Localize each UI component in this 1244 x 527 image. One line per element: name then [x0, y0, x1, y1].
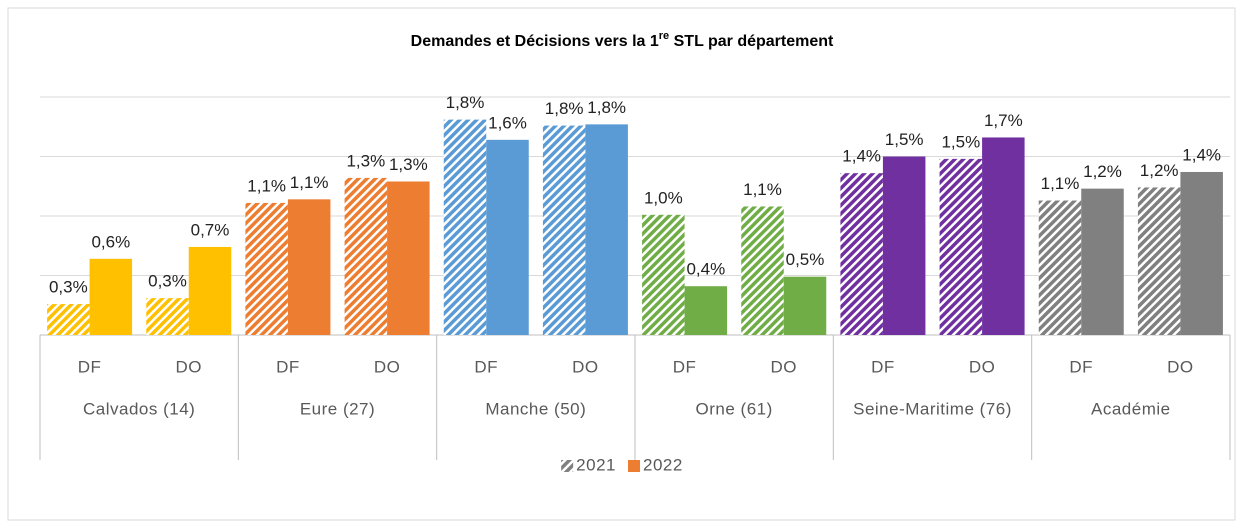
x-tick-label: DF	[276, 357, 300, 376]
legend-label: 2021	[576, 455, 616, 474]
group-label: Académie	[1091, 399, 1171, 418]
data-label: 1,5%	[885, 130, 924, 149]
data-label: 0,4%	[686, 260, 725, 279]
bar	[783, 276, 827, 335]
data-label: 1,6%	[488, 113, 527, 132]
data-label: 1,2%	[1140, 161, 1179, 180]
data-label: 0,7%	[191, 220, 230, 239]
bar	[245, 202, 288, 335]
group-label: Eure (27)	[300, 399, 375, 418]
data-label: 1,3%	[346, 151, 385, 170]
data-label: 1,1%	[743, 180, 782, 199]
bar	[1180, 171, 1223, 335]
bar	[1137, 187, 1181, 335]
legend-swatch	[561, 460, 574, 472]
group-label: Manche (50)	[485, 399, 586, 418]
title-superscript: re	[659, 30, 669, 42]
data-label: 1,0%	[644, 188, 683, 207]
x-tick-label: DF	[673, 357, 697, 376]
data-label: 1,2%	[1083, 162, 1122, 181]
bar	[542, 125, 586, 335]
data-label: 1,4%	[842, 147, 881, 166]
chart-title: Demandes et Décisions vers la 1re STL pa…	[411, 30, 834, 50]
x-tick-label: DF	[871, 357, 895, 376]
bar	[1038, 200, 1082, 335]
bar	[344, 177, 388, 335]
legend: 2021 2022	[561, 455, 683, 474]
bar	[146, 298, 189, 335]
x-tick-label: DO	[771, 357, 798, 376]
x-tick-label: DO	[969, 357, 996, 376]
bar	[387, 181, 430, 335]
bar	[684, 286, 728, 335]
bar	[1081, 188, 1124, 335]
data-label: 0,6%	[91, 232, 130, 251]
data-label: 1,7%	[984, 111, 1023, 130]
data-label: 1,4%	[1182, 145, 1221, 164]
title-part: STL par département	[669, 33, 834, 50]
bar	[89, 258, 133, 335]
x-tick-label: DO	[1167, 357, 1194, 376]
x-tick-label: DF	[1069, 357, 1093, 376]
data-label: 1,1%	[247, 176, 286, 195]
bar	[443, 119, 487, 335]
legend-swatch	[628, 460, 640, 472]
bar	[982, 137, 1025, 335]
data-label: 0,5%	[786, 250, 825, 269]
data-label: 1,8%	[545, 99, 584, 118]
group-label: Seine-Maritime (76)	[853, 399, 1012, 418]
x-tick-label: DF	[78, 357, 102, 376]
group-label: Orne (61)	[696, 399, 773, 418]
data-label: 1,1%	[1041, 174, 1080, 193]
bar	[840, 173, 883, 335]
legend-label: 2022	[643, 455, 683, 474]
data-label: 0,3%	[49, 278, 88, 297]
bar	[642, 214, 685, 335]
x-tick-label: DF	[474, 357, 498, 376]
bar	[486, 139, 529, 335]
data-label: 0,3%	[148, 272, 187, 291]
data-label: 1,3%	[389, 155, 428, 174]
data-label: 1,1%	[290, 173, 329, 192]
bar	[188, 246, 232, 335]
group-label: Calvados (14)	[83, 399, 195, 418]
data-label: 1,8%	[587, 98, 626, 117]
data-label: 1,5%	[941, 132, 980, 151]
bar	[882, 156, 926, 335]
bar	[585, 124, 628, 336]
bar	[287, 199, 331, 335]
bar	[741, 206, 784, 335]
title-part: Demandes et Décisions vers la 1	[411, 33, 659, 50]
x-tick-label: DO	[176, 357, 203, 376]
data-label: 1,8%	[446, 93, 485, 112]
bar	[47, 304, 90, 335]
x-tick-label: DO	[572, 357, 599, 376]
bar	[939, 158, 983, 335]
x-tick-label: DO	[374, 357, 401, 376]
